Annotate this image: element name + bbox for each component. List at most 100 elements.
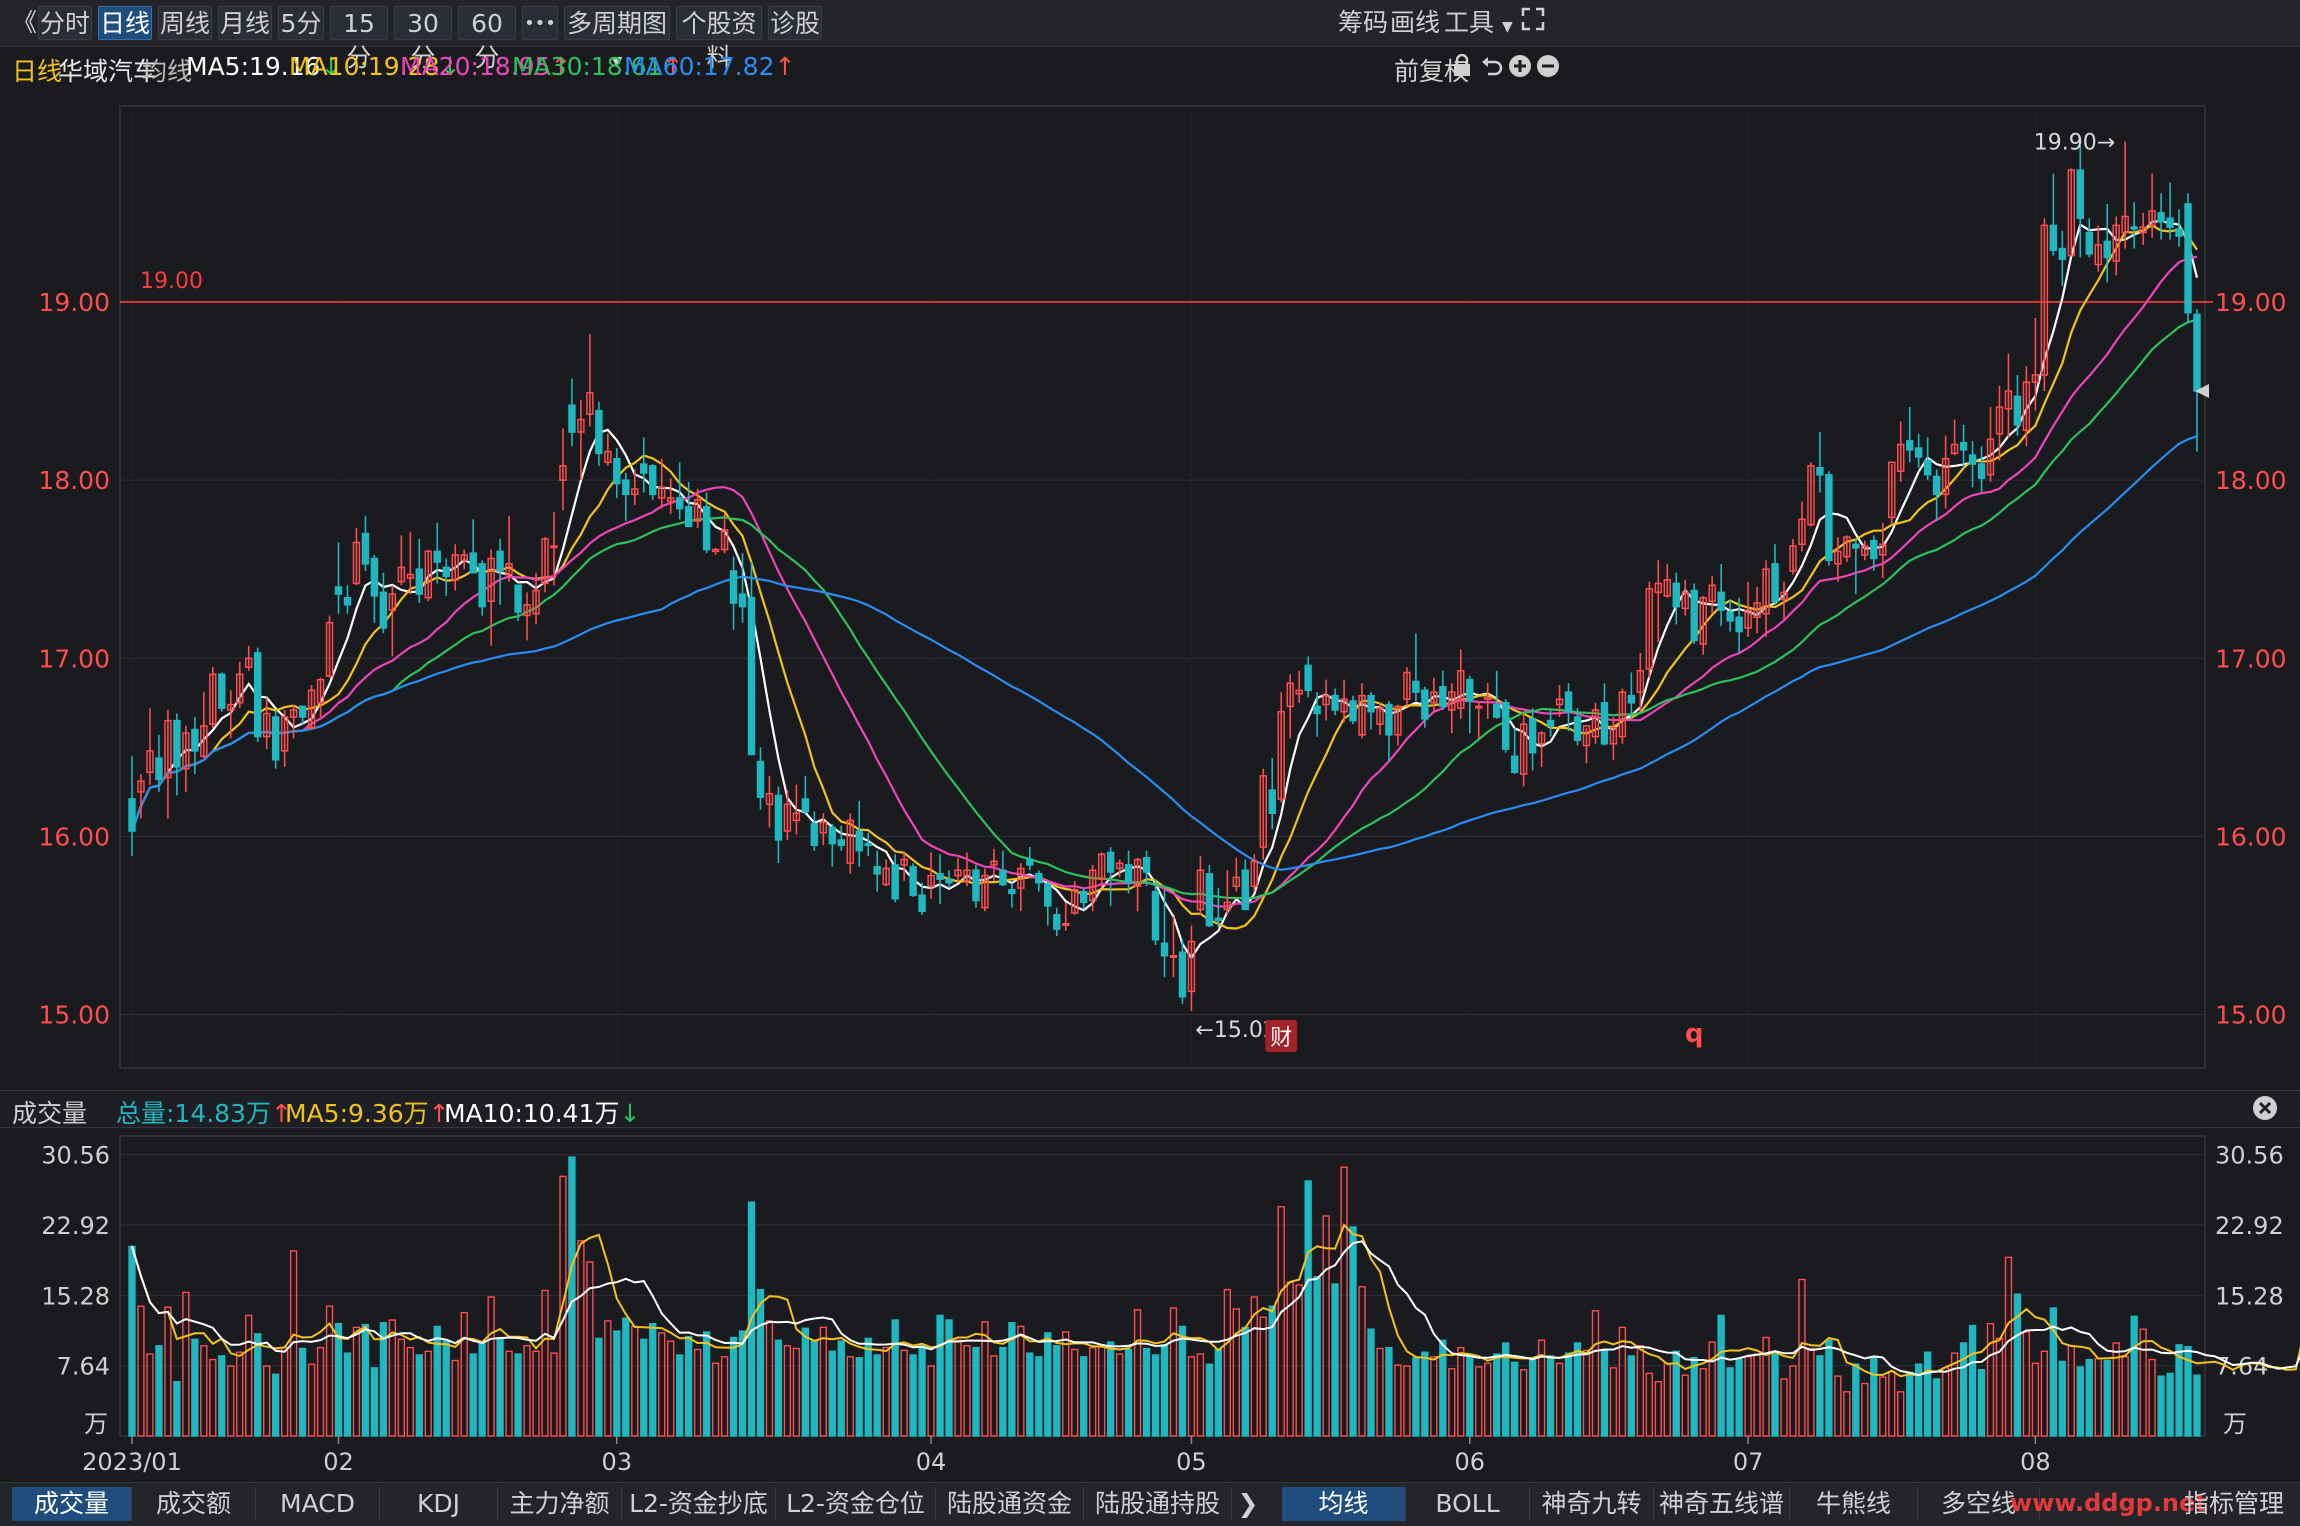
volume-bar	[325, 1305, 334, 1437]
period-monthly-tab[interactable]: 月线	[218, 6, 272, 40]
candle	[406, 531, 415, 595]
tab-northbound-funds[interactable]: 陆股通资金	[936, 1487, 1084, 1521]
candle-body	[280, 716, 289, 752]
volume-bar	[1457, 1346, 1465, 1437]
volume-bar	[1888, 1370, 1896, 1437]
candle-body	[1914, 447, 1923, 458]
undo-icon[interactable]	[1480, 54, 1504, 84]
zoom-in-icon[interactable]	[1508, 54, 1532, 84]
candle-body	[1735, 616, 1743, 633]
period-15min-tab[interactable]: 15分	[330, 6, 388, 72]
indicator-tab-bar: 成交量 成交额 MACD KDJ 主力净额 L2-资金抄底 L2-资金仓位 陆股…	[0, 1482, 2300, 1526]
tab-bull-bear[interactable]: 牛熊线	[1790, 1487, 1918, 1521]
volume-bar	[1645, 1372, 1653, 1437]
tab-l2-position[interactable]: L2-资金仓位	[776, 1487, 936, 1521]
multi-period-dropdown[interactable]: 多周期图 ▼	[564, 6, 670, 70]
close-icon[interactable]	[2252, 1095, 2278, 1127]
volume-chart[interactable]: 30.56 30.56 22.92 22.92 15.28 15.28 7.64 7.64 万 万…	[0, 1126, 2300, 1482]
back-button[interactable]: 《	[12, 8, 38, 37]
candle	[155, 734, 163, 792]
period-minute-tab[interactable]: 分时	[38, 6, 92, 40]
volume-bar	[334, 1322, 343, 1437]
diagnose-button[interactable]: 诊股	[768, 6, 822, 40]
more-periods-button[interactable]: •••	[522, 6, 558, 40]
tab-northbound-holdings[interactable]: 陆股通持股	[1084, 1487, 1232, 1521]
expand-icon[interactable]	[1520, 6, 1546, 40]
volume-bar	[1502, 1342, 1510, 1437]
candle-body	[496, 550, 504, 572]
tab-boll[interactable]: BOLL	[1406, 1487, 1530, 1521]
candle-body	[810, 823, 819, 847]
period-weekly-tab[interactable]: 周线	[158, 6, 212, 40]
candle-body	[1475, 705, 1483, 709]
volume-bar	[918, 1345, 926, 1437]
tab-ma[interactable]: 均线	[1282, 1487, 1406, 1521]
ma5-value: MA5:19.16↓	[186, 52, 342, 81]
candle	[801, 775, 810, 816]
tab-magic-nine[interactable]: 神奇九转	[1530, 1487, 1654, 1521]
tab-kdj[interactable]: KDJ	[380, 1487, 498, 1521]
candle	[1708, 576, 1716, 614]
indicator-manage-button[interactable]: 指标管理	[2183, 1489, 2284, 1518]
candle-body	[370, 557, 379, 597]
candle-body	[1986, 438, 1995, 476]
period-daily-tab[interactable]: 日线	[98, 6, 152, 40]
arrow-down-icon: ↓	[439, 52, 461, 81]
arrow-down-icon: ↓	[619, 1099, 641, 1128]
period-30min-tab[interactable]: 30分	[394, 6, 452, 72]
volume-bar	[819, 1326, 827, 1437]
volume-bar	[900, 1349, 908, 1437]
tab-volume[interactable]: 成交量	[12, 1487, 132, 1521]
ma-title[interactable]: 均线	[142, 57, 193, 86]
zoom-out-icon[interactable]	[1536, 54, 1560, 84]
volume-title: 成交量	[12, 1099, 88, 1128]
volume-bar	[936, 1314, 944, 1437]
tab-l2-bottom[interactable]: L2-资金抄底	[622, 1487, 776, 1521]
tab-main-net[interactable]: 主力净额	[498, 1487, 622, 1521]
candle-body	[1879, 543, 1887, 556]
candle-body	[1816, 466, 1824, 476]
volume-bar	[1897, 1391, 1905, 1437]
volume-bar	[1385, 1346, 1393, 1437]
period-5min-tab[interactable]: 5分	[278, 6, 324, 40]
volume-bar	[2184, 1345, 2192, 1437]
candle	[1088, 864, 1097, 912]
volume-bar	[729, 1336, 738, 1437]
candle	[1986, 407, 1995, 482]
candle	[307, 684, 316, 730]
volume-bar	[289, 1250, 298, 1437]
volume-bar	[2022, 1331, 2031, 1437]
chips-button[interactable]: 筹码	[1338, 8, 1389, 37]
candle	[505, 515, 513, 582]
lock-icon[interactable]	[1452, 53, 1472, 84]
tab-macd[interactable]: MACD	[256, 1487, 380, 1521]
candle-body	[1618, 691, 1627, 738]
candle	[173, 713, 181, 796]
period-60min-tab[interactable]: 60分	[458, 6, 516, 72]
tab-turnover[interactable]: 成交额	[132, 1487, 256, 1521]
candle-body	[649, 465, 657, 496]
volume-bar	[478, 1341, 486, 1437]
volume-bar	[765, 1320, 774, 1437]
price-chart[interactable]: 19.00 19.00 18.00 18.00 17.00 17.00 16.00 16.00…	[0, 88, 2300, 1088]
draw-line-button[interactable]: 画线	[1390, 8, 1441, 37]
candle	[164, 709, 172, 819]
candle	[1232, 857, 1241, 892]
candle	[711, 547, 720, 555]
tab-long-short[interactable]: 多空线	[1918, 1487, 2040, 1521]
volume-ma5-text: MA5:9.36万	[285, 1099, 429, 1128]
volume-bar	[2040, 1350, 2049, 1437]
candle	[1959, 424, 1968, 468]
y-tick-label-right: 17.00	[2215, 644, 2287, 673]
tools-menu[interactable]: 工具 ▼	[1444, 6, 1513, 40]
volume-ma5: MA5:9.36万↑	[285, 1094, 450, 1130]
volume-bar	[415, 1354, 423, 1437]
more-tabs-arrow[interactable]: ❯	[1237, 1489, 1259, 1518]
stock-info-button[interactable]: 个股资料	[676, 6, 762, 72]
candle	[146, 708, 154, 785]
candle-body	[1564, 691, 1573, 713]
top-toolbar: 《 分时 日线 周线 月线 5分 15分 30分 60分 ••• 多周期图 ▼ …	[0, 0, 2300, 72]
tab-magic-five-lines[interactable]: 神奇五线谱	[1654, 1487, 1790, 1521]
volume-y-tick-right: 15.28	[2215, 1282, 2284, 1310]
candle	[1178, 939, 1187, 1004]
